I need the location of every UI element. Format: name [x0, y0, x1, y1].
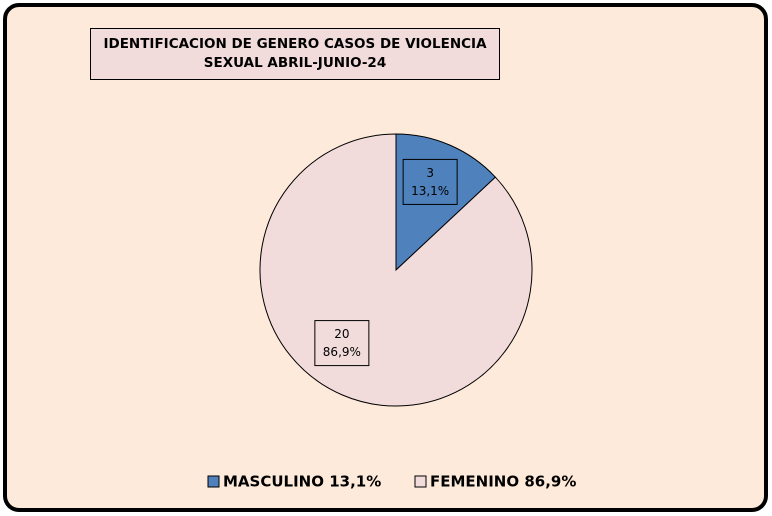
data-label-value: 20: [334, 327, 349, 341]
data-label-box: [314, 320, 370, 367]
legend-label: MASCULINO 13,1%: [223, 473, 381, 491]
pie-slice: [395, 133, 497, 272]
data-label-value: 3: [426, 166, 434, 180]
pie-slice: [259, 133, 533, 407]
data-label-percent: 86,9%: [323, 345, 361, 359]
data-label-percent: 13,1%: [411, 184, 449, 198]
legend-swatch: [207, 475, 220, 488]
legend-swatch: [414, 475, 427, 488]
legend-label: FEMENINO 86,9%: [430, 473, 576, 491]
title-box: [90, 28, 500, 80]
chart-title: IDENTIFICACION DE GENERO CASOS DE VIOLEN…: [103, 36, 487, 71]
data-label-box: [402, 158, 458, 205]
